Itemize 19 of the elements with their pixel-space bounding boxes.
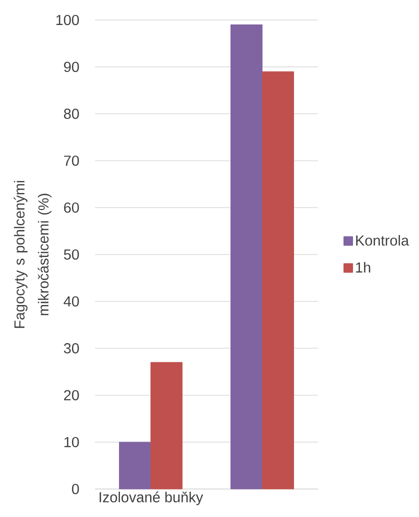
x-tick-label: Izolované buňky	[100, 492, 204, 506]
legend-label: 1h	[356, 262, 370, 272]
y-tick-label: 90	[64, 62, 79, 72]
y-tick-label: 10	[64, 436, 79, 448]
y-tick-label: 50	[64, 249, 79, 260]
legend-label: Kontrola	[356, 235, 409, 246]
bar	[230, 24, 262, 490]
bar	[150, 362, 182, 490]
y-axis-title: Fagocyty s pohlcenými mikročásticemi (%)	[14, 180, 52, 328]
y-tick-label: 60	[64, 202, 79, 213]
y-tick-label: 30	[64, 343, 79, 354]
bar	[262, 71, 294, 490]
y-tick-label: 0	[72, 484, 79, 494]
y-tick-label: 80	[64, 108, 79, 119]
y-tick-label: 100	[56, 14, 79, 26]
y-tick-label: 40	[64, 296, 79, 307]
y-tick-label: 70	[64, 156, 79, 166]
y-tick-label: 20	[64, 390, 79, 400]
bar	[119, 442, 151, 490]
